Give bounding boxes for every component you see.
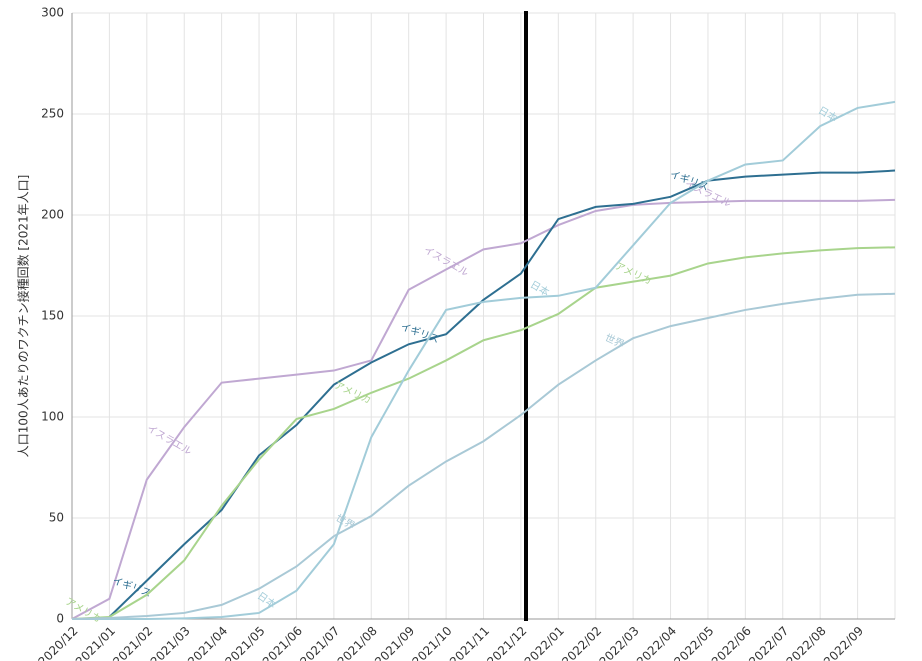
y-tick-label: 150 [41,309,64,323]
x-tick-label: 2021/09 [372,624,417,661]
x-tick-label: 2022/06 [709,624,754,661]
series-label: イスラエル [145,422,194,457]
series-label: 世界 [603,332,626,351]
y-tick-label: 300 [41,6,64,20]
x-tick-label: 2021/10 [410,624,455,661]
x-tick-label: 2021/03 [148,624,193,661]
series-label: アメリカ [332,379,373,407]
x-tick-label: 2021/02 [110,624,155,661]
series-line [71,198,896,620]
x-tick-label: 2022/04 [634,624,679,661]
series-line [72,100,896,620]
y-tick-label: 250 [41,107,64,121]
series-label: アメリカ [63,595,103,625]
x-tick-label: 2020/12 [35,624,80,661]
x-tick-label: 2022/07 [746,624,791,661]
x-tick-label: 2022/09 [821,624,866,661]
series-line [108,169,896,618]
y-tick-label: 200 [41,208,64,222]
y-tick-label: 50 [49,511,64,525]
y-tick-label: 0 [56,612,64,626]
x-tick-label: 2021/11 [447,624,492,661]
x-tick-label: 2022/01 [522,624,567,661]
x-tick-label: 2021/06 [260,624,305,661]
x-tick-label: 2021/08 [335,624,380,661]
x-tick-label: 2022/02 [559,624,604,661]
x-tick-label: 2022/03 [597,624,642,661]
y-tick-label: 100 [41,410,64,424]
series-line [71,246,896,620]
series-label: 日本 [255,589,279,611]
x-tick-label: 2021/01 [73,624,118,661]
x-tick-label: 2021/07 [297,624,342,661]
series-label: 日本 [816,103,840,124]
y-axis-label: 人口100人あたりのワクチン接種回数 [2021年人口] [16,175,31,458]
x-tick-label: 2021/12 [484,624,529,661]
x-tick-label: 2021/04 [185,624,230,661]
x-tick-label: 2022/05 [671,624,716,661]
series-line [71,292,896,620]
x-tick-label: 2022/08 [784,624,829,661]
x-tick-label: 2021/05 [222,624,267,661]
